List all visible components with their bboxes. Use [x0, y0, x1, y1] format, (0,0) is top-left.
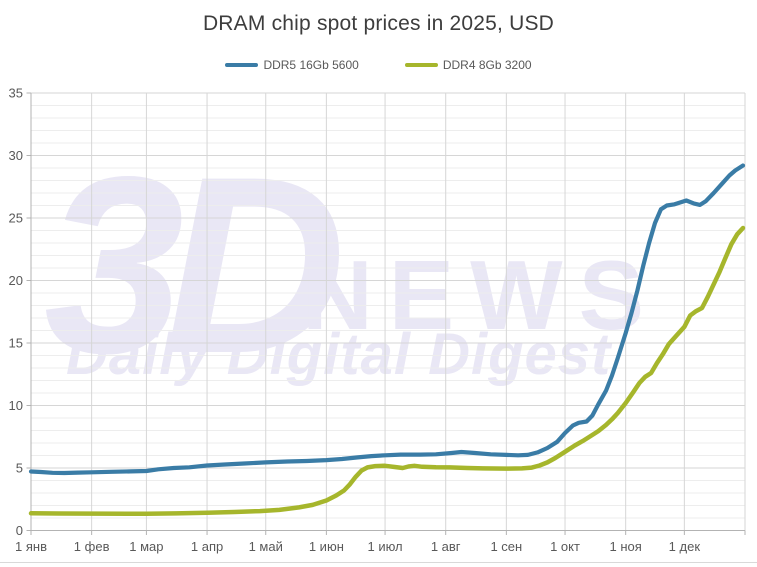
y-tick-label: 0 — [16, 523, 23, 538]
x-tick-label: 1 июл — [367, 539, 402, 554]
legend-label-ddr4: DDR4 8Gb 3200 — [442, 58, 532, 72]
series-line-ddr4 — [28, 225, 746, 517]
y-tick-label: 20 — [9, 273, 23, 288]
x-tick-label: 1 ноя — [610, 539, 642, 554]
x-tick-label: 1 окт — [550, 539, 580, 554]
x-tick-label: 1 фев — [74, 539, 110, 554]
series-line-ddr5 — [28, 163, 746, 476]
x-tick-label: 1 май — [249, 539, 283, 554]
y-tick-label: 30 — [9, 148, 23, 163]
x-tick-labels: 1 янв 1 фев 1 мар 1 апр 1 май 1 июн 1 июл 1 авг… — [15, 539, 700, 554]
y-tick-label: 25 — [9, 211, 23, 226]
x-tick-label: 1 дек — [669, 539, 701, 554]
x-gridlines — [91, 93, 746, 531]
x-tick-label: 1 сен — [490, 539, 522, 554]
y-tick-label: 5 — [16, 461, 23, 476]
x-tick-label: 1 мар — [129, 539, 163, 554]
legend-label-ddr5: DDR5 16Gb 5600 — [263, 58, 359, 72]
chart-legend: DDR5 16Gb 5600 DDR4 8Gb 3200 — [0, 58, 757, 72]
y-tick-label: 10 — [9, 398, 23, 413]
legend-item-ddr5: DDR5 16Gb 5600 — [225, 58, 359, 72]
legend-item-ddr4: DDR4 8Gb 3200 — [404, 58, 532, 72]
x-tick-label: 1 июн — [309, 539, 344, 554]
tick-marks — [26, 92, 746, 535]
y-tick-labels: 0 5 10 15 20 25 30 35 — [9, 86, 23, 539]
chart-title: DRAM chip spot prices in 2025, USD — [202, 12, 555, 35]
widget-bottom-border — [0, 562, 757, 563]
y-tick-label: 35 — [9, 86, 23, 101]
ddr4-line-swatch — [404, 62, 438, 68]
x-tick-label: 1 янв — [15, 539, 47, 554]
x-tick-label: 1 авг — [431, 539, 461, 554]
y-tick-label: 15 — [9, 336, 23, 351]
x-tick-label: 1 апр — [191, 539, 223, 554]
ddr5-line-swatch — [225, 62, 259, 68]
